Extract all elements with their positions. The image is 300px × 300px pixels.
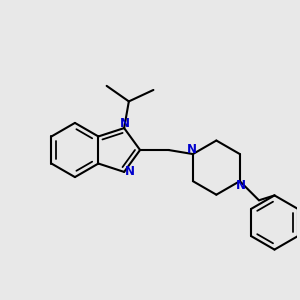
Text: N: N <box>124 165 134 178</box>
Text: N: N <box>186 143 197 156</box>
Text: N: N <box>236 179 246 192</box>
Text: N: N <box>120 117 130 130</box>
